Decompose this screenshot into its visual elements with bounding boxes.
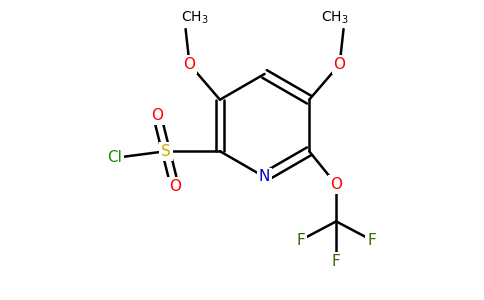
Text: F: F: [297, 232, 305, 247]
Text: N: N: [259, 169, 270, 184]
Text: O: O: [151, 108, 163, 123]
Text: S: S: [161, 144, 171, 159]
Text: O: O: [333, 57, 346, 72]
Text: F: F: [367, 232, 376, 247]
Text: CH$_3$: CH$_3$: [321, 10, 348, 26]
Text: F: F: [332, 254, 341, 269]
Text: O: O: [169, 179, 181, 194]
Text: Cl: Cl: [107, 150, 122, 165]
Text: O: O: [330, 177, 342, 192]
Text: O: O: [183, 57, 196, 72]
Text: CH$_3$: CH$_3$: [181, 10, 208, 26]
